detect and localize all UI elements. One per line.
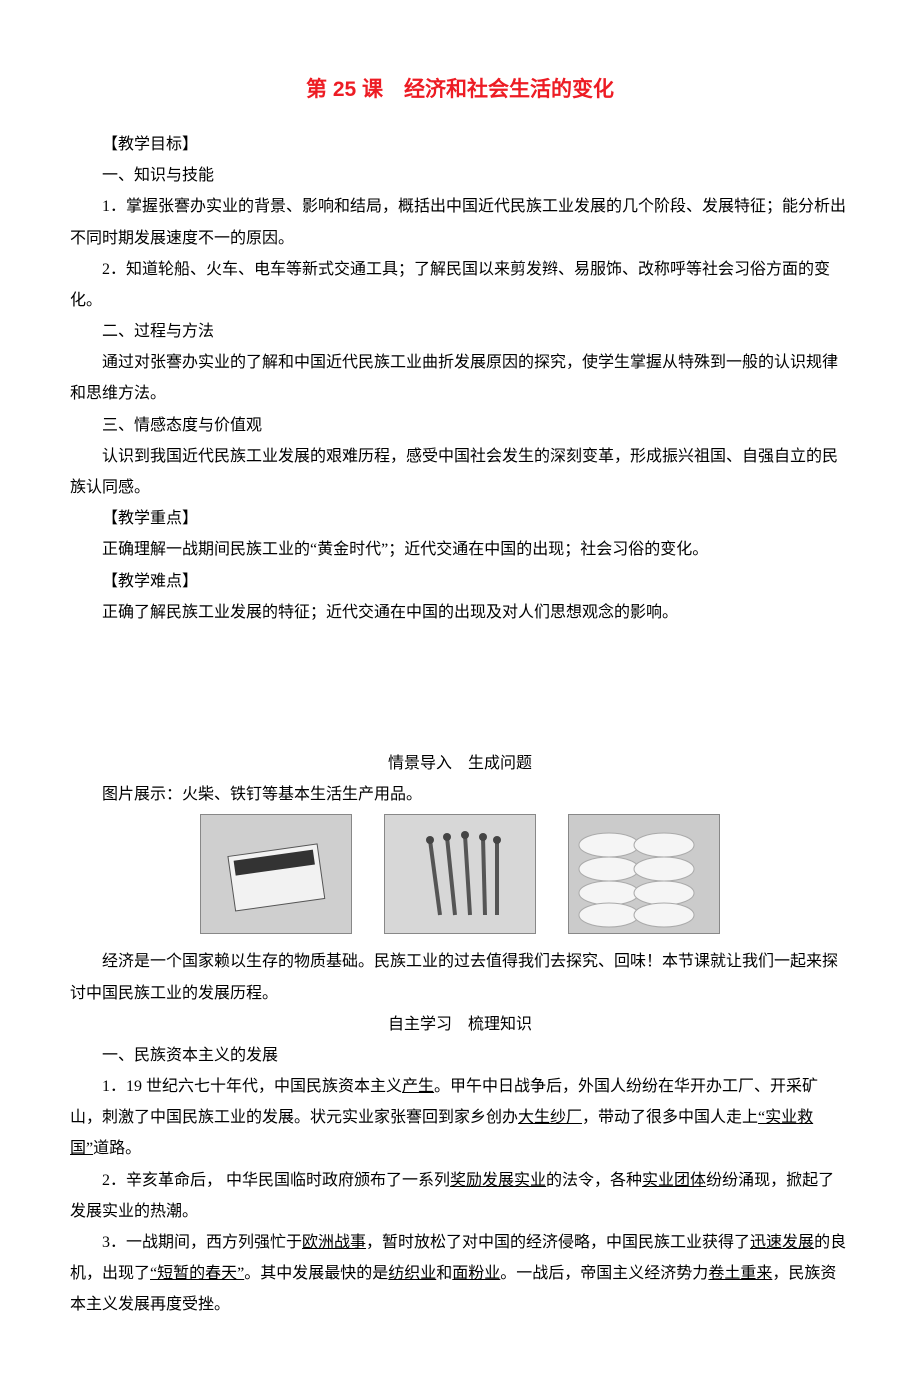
scene-body: 经济是一个国家赖以生存的物质基础。民族工业的过去值得我们去探究、回味！本节课就让…	[70, 946, 850, 1008]
image-nails	[384, 814, 536, 934]
p3-u5: 面粉业	[452, 1265, 500, 1282]
process-body: 通过对张謇办实业的了解和中国近代民族工业曲折发展原因的探究，使学生掌握从特殊到一…	[70, 347, 850, 409]
p2-a: 2．辛亥革命后， 中华民国临时政府颁布了一系列	[102, 1172, 450, 1189]
knowledge-heading: 一、知识与技能	[70, 160, 850, 191]
p3-b: ，暂时放松了对中国的经济侵略，中国民族工业获得了	[366, 1234, 750, 1251]
process-heading: 二、过程与方法	[70, 316, 850, 347]
p3-d: 。其中发展最快的是	[244, 1265, 388, 1282]
knowledge-item-1: 1．掌握张謇办实业的背景、影响和结局，概括出中国近代民族工业发展的几个阶段、发展…	[70, 191, 850, 253]
point-3: 3．一战期间，西方列强忙于欧洲战事，暂时放松了对中国的经济侵略，中国民族工业获得…	[70, 1227, 850, 1321]
p3-u3: “短暂的春天”	[150, 1265, 244, 1282]
p1-d: 道路。	[93, 1140, 141, 1157]
objective-label: 【教学目标】	[70, 129, 850, 160]
point-1: 1．19 世纪六七十年代，中国民族资本主义产生。甲午中日战争后，外国人纷纷在华开…	[70, 1071, 850, 1165]
image-cloth	[568, 814, 720, 934]
scene-heading: 情景导入 生成问题	[70, 748, 850, 779]
document-page: 第 25 课 经济和社会生活的变化 【教学目标】 一、知识与技能 1．掌握张謇办…	[0, 0, 920, 1381]
key-label: 【教学重点】	[70, 503, 850, 534]
vertical-spacer	[70, 628, 850, 748]
image-row	[70, 814, 850, 934]
section1-heading: 一、民族资本主义的发展	[70, 1040, 850, 1071]
image-matches	[200, 814, 352, 934]
p3-u6: 卷土重来	[708, 1265, 772, 1282]
key-body: 正确理解一战期间民族工业的“黄金时代”；近代交通在中国的出现；社会习俗的变化。	[70, 534, 850, 565]
p2-b: 的法令，各种	[546, 1172, 642, 1189]
p3-e: 和	[436, 1265, 452, 1282]
p3-f: 。一战后，帝国主义经济势力	[500, 1265, 708, 1282]
nails-icon	[385, 815, 535, 933]
selfstudy-heading: 自主学习 梳理知识	[70, 1009, 850, 1040]
p1-c: ，带动了很多中国人走上	[582, 1109, 758, 1126]
lesson-title: 第 25 课 经济和社会生活的变化	[70, 70, 850, 111]
p1-u1: 产生	[402, 1078, 434, 1095]
attitude-heading: 三、情感态度与价值观	[70, 410, 850, 441]
knowledge-item-2: 2．知道轮船、火车、电车等新式交通工具；了解民国以来剪发辫、易服饰、改称呼等社会…	[70, 254, 850, 316]
p1-u2: 大生纱厂	[518, 1109, 582, 1126]
p3-u1: 欧洲战事	[302, 1234, 366, 1251]
p3-u2: 迅速发展	[750, 1234, 814, 1251]
p2-u1: 奖励发展实业	[450, 1172, 546, 1189]
point-2: 2．辛亥革命后， 中华民国临时政府颁布了一系列奖励发展实业的法令，各种实业团体纷…	[70, 1165, 850, 1227]
difficulty-label: 【教学难点】	[70, 566, 850, 597]
p1-a: 1．19 世纪六七十年代，中国民族资本主义	[102, 1078, 402, 1095]
p2-u2: 实业团体	[642, 1172, 706, 1189]
p3-u4: 纺织业	[388, 1265, 436, 1282]
matches-icon	[201, 815, 351, 933]
attitude-body: 认识到我国近代民族工业发展的艰难历程，感受中国社会发生的深刻变革，形成振兴祖国、…	[70, 441, 850, 503]
scene-intro: 图片展示：火柴、铁钉等基本生活生产用品。	[70, 779, 850, 810]
cloth-icon	[569, 815, 719, 933]
p3-a: 3．一战期间，西方列强忙于	[102, 1234, 302, 1251]
difficulty-body: 正确了解民族工业发展的特征；近代交通在中国的出现及对人们思想观念的影响。	[70, 597, 850, 628]
